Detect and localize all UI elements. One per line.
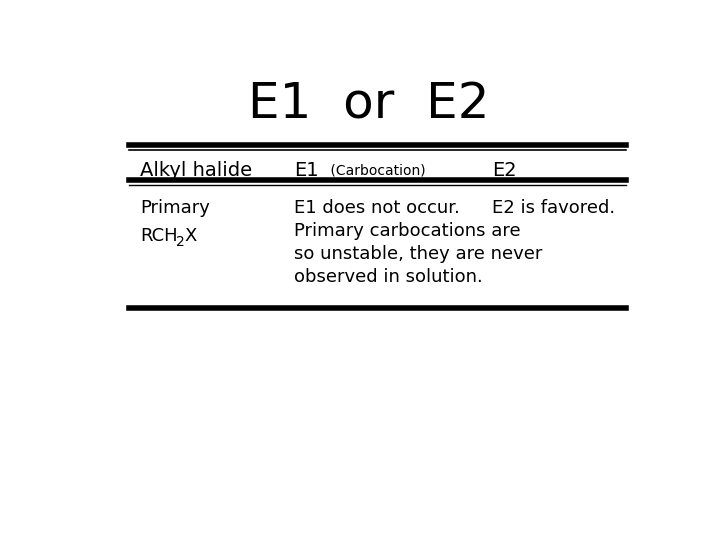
Text: Primary carbocations are: Primary carbocations are: [294, 222, 521, 240]
Text: E2 is favored.: E2 is favored.: [492, 199, 615, 217]
Text: 2: 2: [176, 235, 185, 249]
Text: RCH: RCH: [140, 227, 178, 245]
Text: X: X: [185, 227, 197, 245]
Text: E1 does not occur.: E1 does not occur.: [294, 199, 459, 217]
Text: observed in solution.: observed in solution.: [294, 268, 482, 286]
Text: E1  or  E2: E1 or E2: [248, 80, 490, 129]
Text: Alkyl halide: Alkyl halide: [140, 161, 252, 180]
Text: (Carbocation): (Carbocation): [326, 164, 426, 178]
Text: E2: E2: [492, 161, 516, 180]
Text: E1: E1: [294, 161, 318, 180]
Text: so unstable, they are never: so unstable, they are never: [294, 245, 542, 263]
Text: Primary: Primary: [140, 199, 210, 217]
